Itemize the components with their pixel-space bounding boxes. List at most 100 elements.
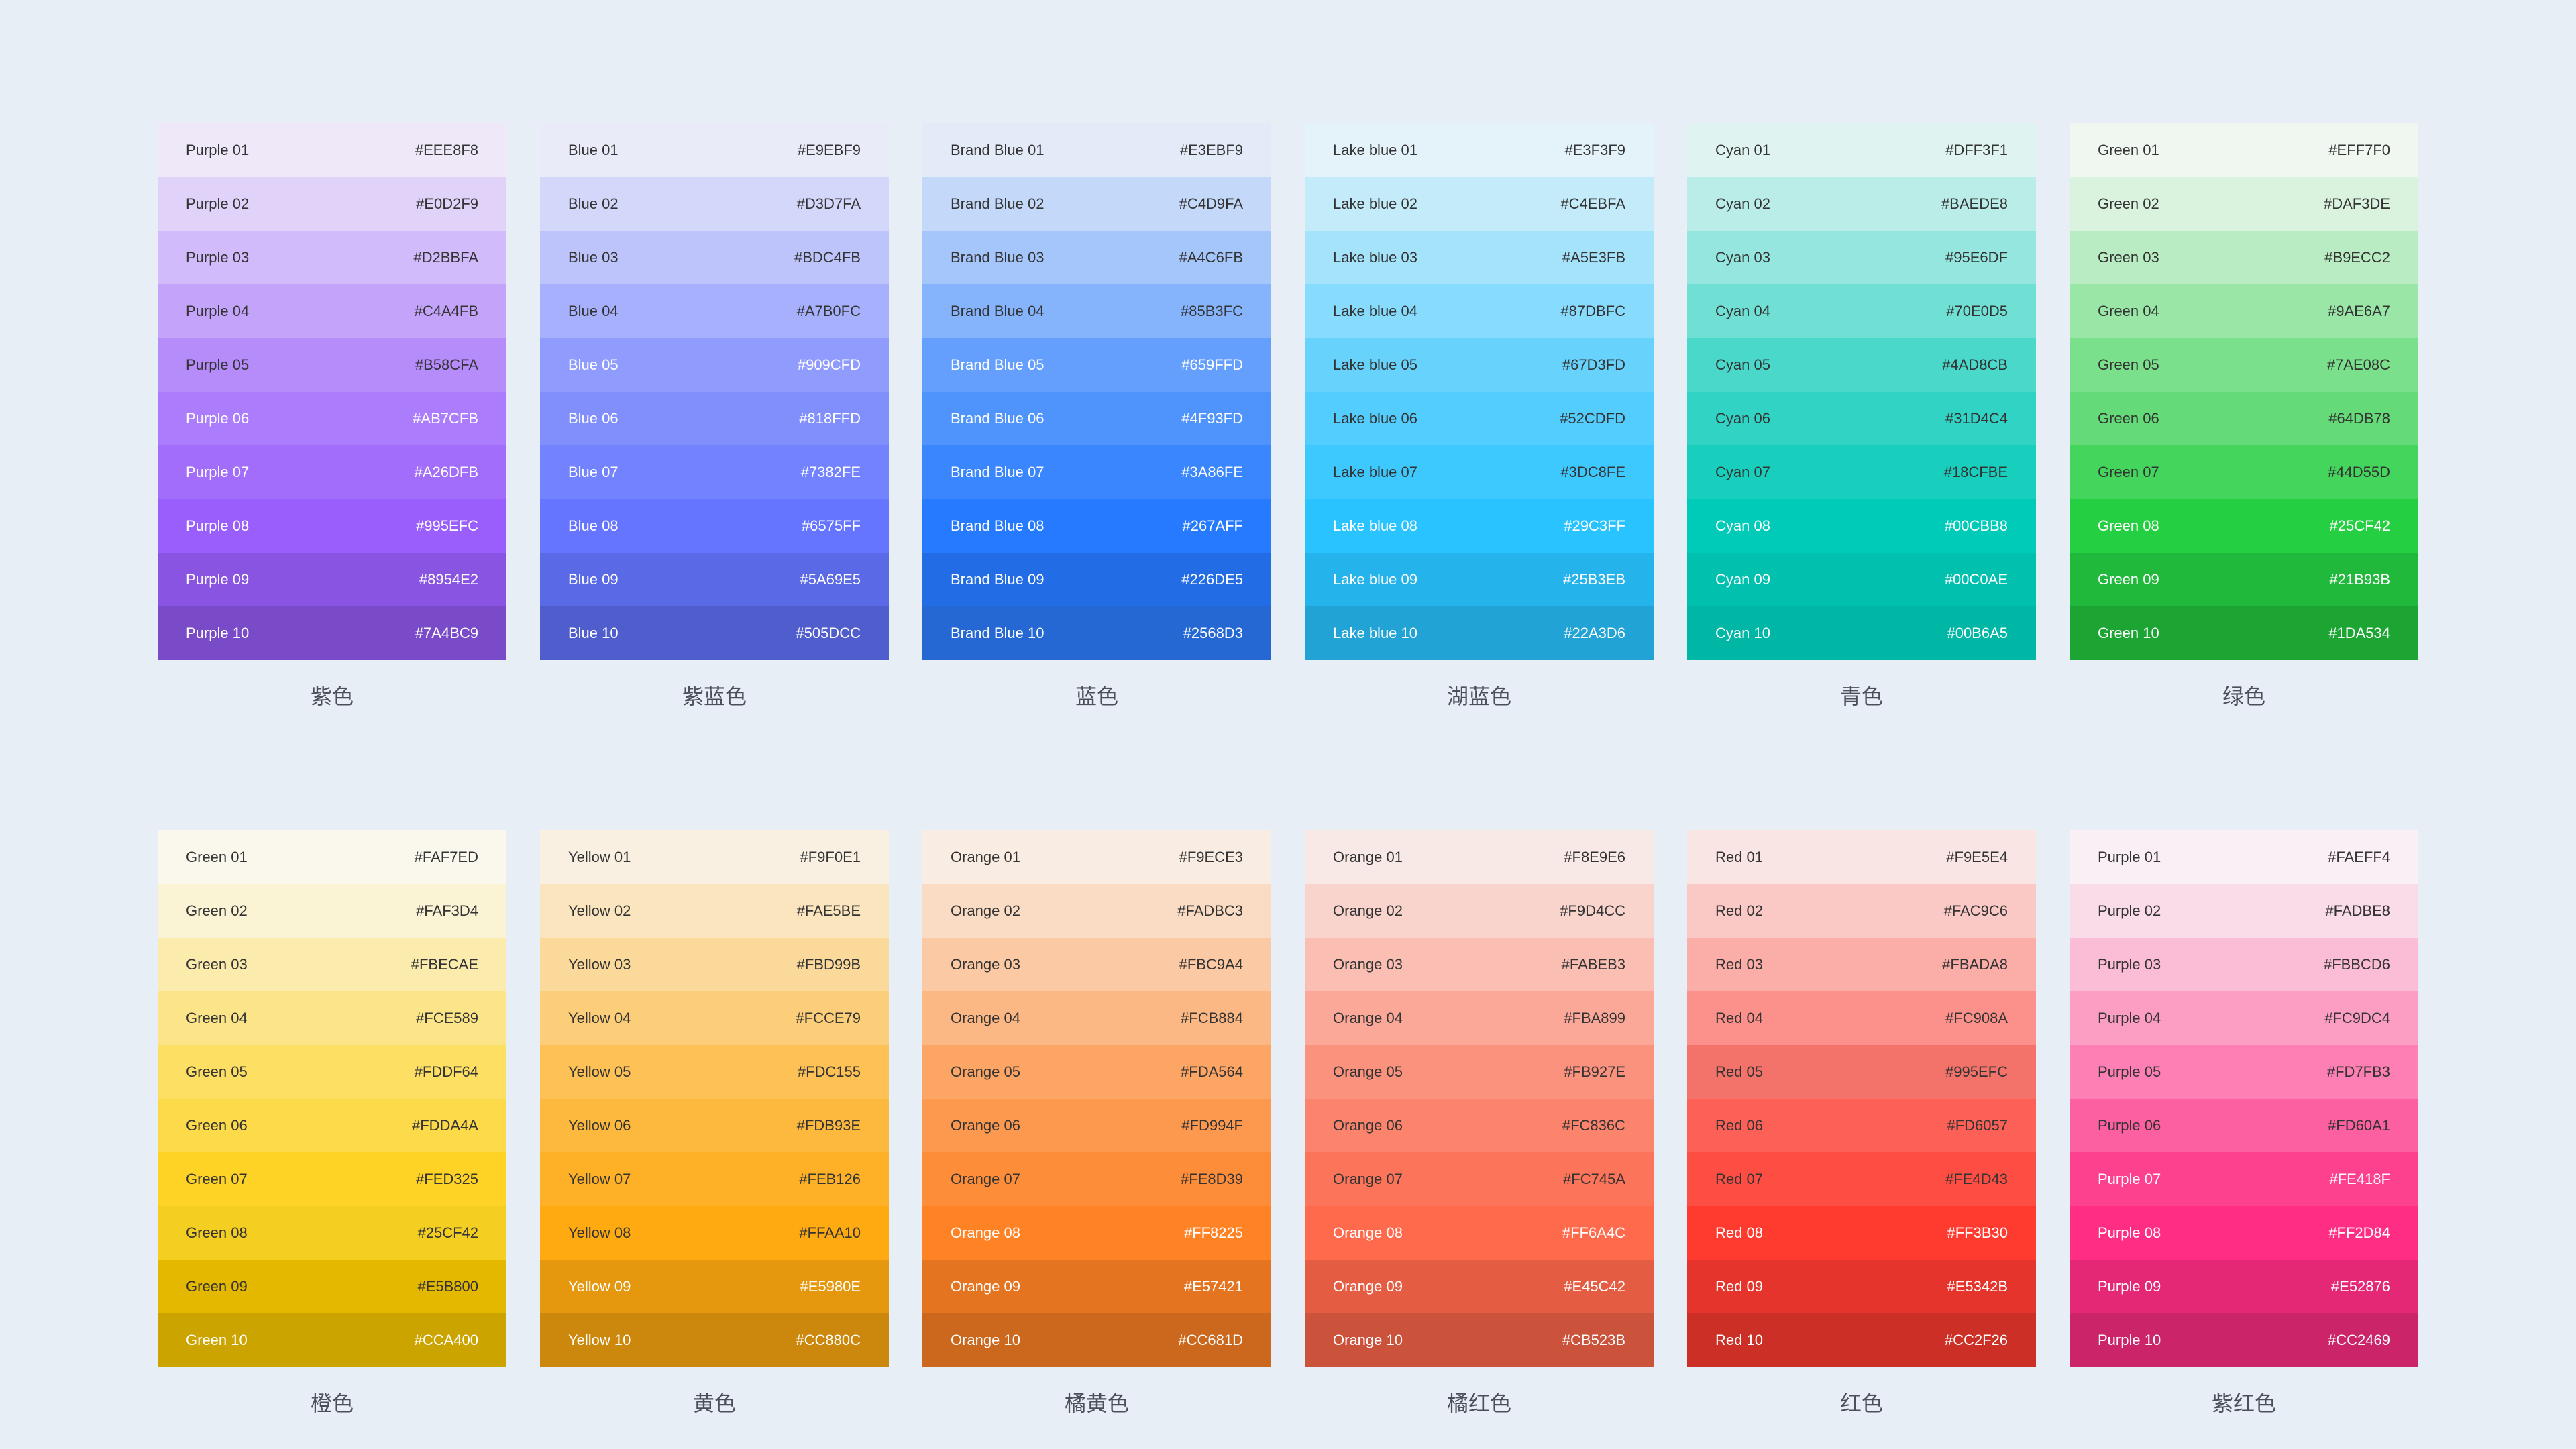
color-swatch[interactable]: Brand Blue 10 #2568D3 <box>922 606 1271 660</box>
color-swatch[interactable]: Red 10 #CC2F26 <box>1687 1313 2036 1367</box>
color-swatch[interactable]: Brand Blue 09 #226DE5 <box>922 553 1271 606</box>
color-swatch[interactable]: Purple 03 #FBBCD6 <box>2070 938 2418 991</box>
color-swatch[interactable]: Lake blue 07 #3DC8FE <box>1305 445 1654 499</box>
color-swatch[interactable]: Green 07 #44D55D <box>2070 445 2418 499</box>
color-swatch[interactable]: Purple 05 #FD7FB3 <box>2070 1045 2418 1099</box>
color-swatch[interactable]: Purple 09 #8954E2 <box>158 553 506 606</box>
color-swatch[interactable]: Orange 04 #FCB884 <box>922 991 1271 1045</box>
color-swatch[interactable]: Lake blue 04 #87DBFC <box>1305 284 1654 338</box>
color-swatch[interactable]: Yellow 07 #FEB126 <box>540 1152 889 1206</box>
color-swatch[interactable]: Lake blue 08 #29C3FF <box>1305 499 1654 553</box>
color-swatch[interactable]: Purple 08 #995EFC <box>158 499 506 553</box>
color-swatch[interactable]: Blue 03 #BDC4FB <box>540 231 889 284</box>
color-swatch[interactable]: Green 10 #CCA400 <box>158 1313 506 1367</box>
color-swatch[interactable]: Purple 06 #FD60A1 <box>2070 1099 2418 1152</box>
color-swatch[interactable]: Purple 08 #FF2D84 <box>2070 1206 2418 1260</box>
color-swatch[interactable]: Orange 10 #CB523B <box>1305 1313 1654 1367</box>
color-swatch[interactable]: Yellow 05 #FDC155 <box>540 1045 889 1099</box>
color-swatch[interactable]: Orange 07 #FE8D39 <box>922 1152 1271 1206</box>
color-swatch[interactable]: Blue 04 #A7B0FC <box>540 284 889 338</box>
color-swatch[interactable]: Cyan 01 #DFF3F1 <box>1687 123 2036 177</box>
color-swatch[interactable]: Green 07 #FED325 <box>158 1152 506 1206</box>
color-swatch[interactable]: Brand Blue 07 #3A86FE <box>922 445 1271 499</box>
color-swatch[interactable]: Red 08 #FF3B30 <box>1687 1206 2036 1260</box>
color-swatch[interactable]: Orange 05 #FB927E <box>1305 1045 1654 1099</box>
color-swatch[interactable]: Blue 07 #7382FE <box>540 445 889 499</box>
color-swatch[interactable]: Lake blue 09 #25B3EB <box>1305 553 1654 606</box>
color-swatch[interactable]: Purple 07 #FE418F <box>2070 1152 2418 1206</box>
color-swatch[interactable]: Yellow 08 #FFAA10 <box>540 1206 889 1260</box>
color-swatch[interactable]: Orange 05 #FDA564 <box>922 1045 1271 1099</box>
color-swatch[interactable]: Purple 10 #CC2469 <box>2070 1313 2418 1367</box>
color-swatch[interactable]: Orange 07 #FC745A <box>1305 1152 1654 1206</box>
color-swatch[interactable]: Green 10 #1DA534 <box>2070 606 2418 660</box>
color-swatch[interactable]: Yellow 02 #FAE5BE <box>540 884 889 938</box>
color-swatch[interactable]: Blue 10 #505DCC <box>540 606 889 660</box>
color-swatch[interactable]: Cyan 04 #70E0D5 <box>1687 284 2036 338</box>
color-swatch[interactable]: Lake blue 06 #52CDFD <box>1305 392 1654 445</box>
color-swatch[interactable]: Blue 05 #909CFD <box>540 338 889 392</box>
color-swatch[interactable]: Green 01 #EFF7F0 <box>2070 123 2418 177</box>
color-swatch[interactable]: Green 01 #FAF7ED <box>158 830 506 884</box>
color-swatch[interactable]: Purple 05 #B58CFA <box>158 338 506 392</box>
color-swatch[interactable]: Orange 01 #F8E9E6 <box>1305 830 1654 884</box>
color-swatch[interactable]: Blue 08 #6575FF <box>540 499 889 553</box>
color-swatch[interactable]: Cyan 07 #18CFBE <box>1687 445 2036 499</box>
color-swatch[interactable]: Yellow 04 #FCCE79 <box>540 991 889 1045</box>
color-swatch[interactable]: Brand Blue 08 #267AFF <box>922 499 1271 553</box>
color-swatch[interactable]: Blue 09 #5A69E5 <box>540 553 889 606</box>
color-swatch[interactable]: Cyan 09 #00C0AE <box>1687 553 2036 606</box>
color-swatch[interactable]: Cyan 08 #00CBB8 <box>1687 499 2036 553</box>
color-swatch[interactable]: Brand Blue 01 #E3EBF9 <box>922 123 1271 177</box>
color-swatch[interactable]: Green 06 #FDDA4A <box>158 1099 506 1152</box>
color-swatch[interactable]: Red 06 #FD6057 <box>1687 1099 2036 1152</box>
color-swatch[interactable]: Red 01 #F9E5E4 <box>1687 830 2036 884</box>
color-swatch[interactable]: Orange 02 #F9D4CC <box>1305 884 1654 938</box>
color-swatch[interactable]: Cyan 05 #4AD8CB <box>1687 338 2036 392</box>
color-swatch[interactable]: Orange 06 #FC836C <box>1305 1099 1654 1152</box>
color-swatch[interactable]: Blue 06 #818FFD <box>540 392 889 445</box>
color-swatch[interactable]: Purple 04 #C4A4FB <box>158 284 506 338</box>
color-swatch[interactable]: Blue 01 #E9EBF9 <box>540 123 889 177</box>
color-swatch[interactable]: Orange 03 #FABEB3 <box>1305 938 1654 991</box>
color-swatch[interactable]: Red 02 #FAC9C6 <box>1687 884 2036 938</box>
color-swatch[interactable]: Orange 01 #F9ECE3 <box>922 830 1271 884</box>
color-swatch[interactable]: Orange 09 #E45C42 <box>1305 1260 1654 1313</box>
color-swatch[interactable]: Green 08 #25CF42 <box>158 1206 506 1260</box>
color-swatch[interactable]: Purple 04 #FC9DC4 <box>2070 991 2418 1045</box>
color-swatch[interactable]: Lake blue 10 #22A3D6 <box>1305 606 1654 660</box>
color-swatch[interactable]: Brand Blue 06 #4F93FD <box>922 392 1271 445</box>
color-swatch[interactable]: Green 09 #E5B800 <box>158 1260 506 1313</box>
color-swatch[interactable]: Yellow 06 #FDB93E <box>540 1099 889 1152</box>
color-swatch[interactable]: Brand Blue 04 #85B3FC <box>922 284 1271 338</box>
color-swatch[interactable]: Red 09 #E5342B <box>1687 1260 2036 1313</box>
color-swatch[interactable]: Green 09 #21B93B <box>2070 553 2418 606</box>
color-swatch[interactable]: Orange 08 #FF6A4C <box>1305 1206 1654 1260</box>
color-swatch[interactable]: Green 05 #7AE08C <box>2070 338 2418 392</box>
color-swatch[interactable]: Green 02 #DAF3DE <box>2070 177 2418 231</box>
color-swatch[interactable]: Yellow 01 #F9F0E1 <box>540 830 889 884</box>
color-swatch[interactable]: Purple 01 #EEE8F8 <box>158 123 506 177</box>
color-swatch[interactable]: Yellow 10 #CC880C <box>540 1313 889 1367</box>
color-swatch[interactable]: Green 03 #FBECAE <box>158 938 506 991</box>
color-swatch[interactable]: Lake blue 05 #67D3FD <box>1305 338 1654 392</box>
color-swatch[interactable]: Blue 02 #D3D7FA <box>540 177 889 231</box>
color-swatch[interactable]: Purple 07 #A26DFB <box>158 445 506 499</box>
color-swatch[interactable]: Lake blue 02 #C4EBFA <box>1305 177 1654 231</box>
color-swatch[interactable]: Orange 06 #FD994F <box>922 1099 1271 1152</box>
color-swatch[interactable]: Red 05 #995EFC <box>1687 1045 2036 1099</box>
color-swatch[interactable]: Brand Blue 03 #A4C6FB <box>922 231 1271 284</box>
color-swatch[interactable]: Green 06 #64DB78 <box>2070 392 2418 445</box>
color-swatch[interactable]: Green 05 #FDDF64 <box>158 1045 506 1099</box>
color-swatch[interactable]: Green 02 #FAF3D4 <box>158 884 506 938</box>
color-swatch[interactable]: Purple 02 #FADBE8 <box>2070 884 2418 938</box>
color-swatch[interactable]: Lake blue 01 #E3F3F9 <box>1305 123 1654 177</box>
color-swatch[interactable]: Orange 02 #FADBC3 <box>922 884 1271 938</box>
color-swatch[interactable]: Green 04 #9AE6A7 <box>2070 284 2418 338</box>
color-swatch[interactable]: Green 04 #FCE589 <box>158 991 506 1045</box>
color-swatch[interactable]: Lake blue 03 #A5E3FB <box>1305 231 1654 284</box>
color-swatch[interactable]: Purple 03 #D2BBFA <box>158 231 506 284</box>
color-swatch[interactable]: Cyan 02 #BAEDE8 <box>1687 177 2036 231</box>
color-swatch[interactable]: Red 07 #FE4D43 <box>1687 1152 2036 1206</box>
color-swatch[interactable]: Green 03 #B9ECC2 <box>2070 231 2418 284</box>
